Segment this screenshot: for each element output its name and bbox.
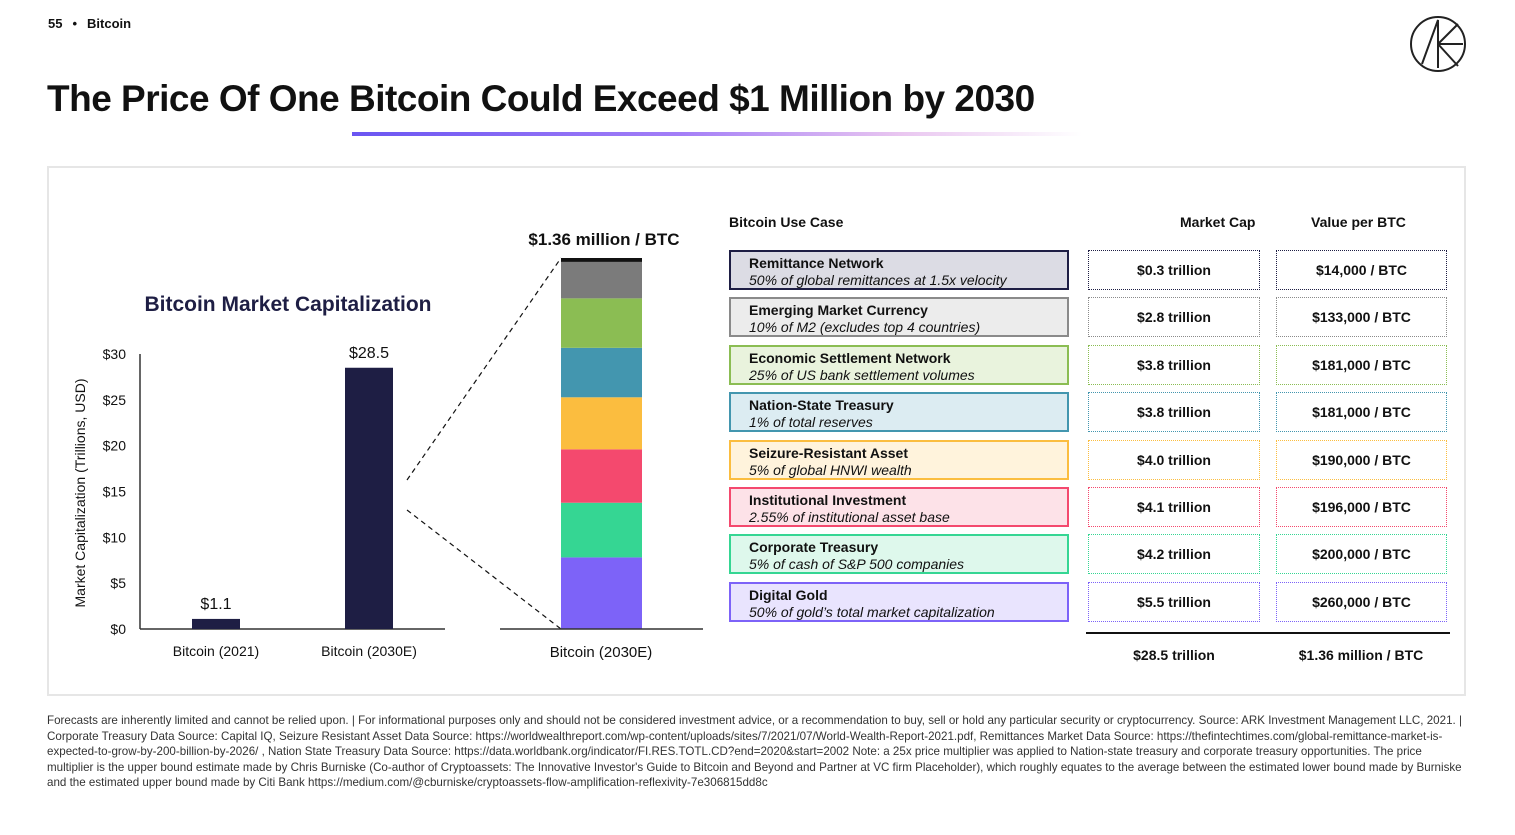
use-case-description: 5% of global HNWI wealth xyxy=(749,461,912,478)
bar xyxy=(192,618,240,629)
stack-segment xyxy=(561,449,642,503)
use-case-cell: Seizure-Resistant Asset 5% of global HNWI… xyxy=(729,439,1069,480)
value-per-btc-cell: $14,000 / BTC xyxy=(1276,250,1447,290)
market-cap-cell: $2.8 trillion xyxy=(1088,297,1260,338)
use-case-name: Nation-State Treasury xyxy=(749,397,894,414)
stack-segment xyxy=(561,502,642,558)
chart-title: Bitcoin Market Capitalization xyxy=(144,293,431,316)
page-title: The Price Of One Bitcoin Could Exceed $1… xyxy=(47,78,1035,119)
section-label: Bitcoin xyxy=(87,16,132,31)
y-tick-label: $25 xyxy=(103,392,127,408)
stack-segment xyxy=(561,261,642,299)
use-case-description: 25% of US bank settlement volumes xyxy=(749,366,975,383)
content-panel xyxy=(47,166,1466,696)
stack-segment xyxy=(561,298,642,348)
zoom-connector-line xyxy=(406,509,562,630)
use-case-cell: Nation-State Treasury 1% of total reserve… xyxy=(729,392,1069,433)
stack-segment xyxy=(561,258,642,262)
ark-logo-icon xyxy=(1410,16,1466,72)
x-tick-label: Bitcoin (2021) xyxy=(173,643,259,659)
y-tick-label: $10 xyxy=(103,529,127,545)
page-header: 55 • Bitcoin xyxy=(48,16,131,31)
market-cap-cell: $3.8 trillion xyxy=(1088,392,1260,433)
bar-value-label: $1.1 xyxy=(200,596,231,613)
total-market-cap: $28.5 trillion xyxy=(1133,647,1215,663)
title-underline xyxy=(352,132,1082,136)
use-case-description: 50% of gold’s total market capitalizatio… xyxy=(749,603,995,620)
use-case-description: 50% of global remittances at 1.5x veloci… xyxy=(749,272,1007,288)
market-cap-cell: $5.5 trillion xyxy=(1088,581,1260,622)
value-per-btc-cell: $181,000 / BTC xyxy=(1276,392,1447,433)
y-tick-label: $20 xyxy=(103,438,127,454)
use-case-cell: Institutional Investment 2.55% of institu… xyxy=(729,487,1069,527)
market-cap-cell: $0.3 trillion xyxy=(1088,250,1260,290)
table-header-value: Value per BTC xyxy=(1311,214,1406,230)
use-case-description: 1% of total reserves xyxy=(749,414,873,431)
table-header-market-cap: Market Cap xyxy=(1180,214,1256,230)
page-number: 55 xyxy=(48,16,63,31)
use-case-cell: Corporate Treasury 5% of cash of S&P 500 … xyxy=(729,534,1069,575)
use-case-description: 10% of M2 (excludes top 4 countries) xyxy=(749,319,981,336)
total-value-per-btc: $1.36 million / BTC xyxy=(1298,647,1424,663)
footer-disclaimer: Forecasts are inherently limited and can… xyxy=(47,714,1462,789)
value-per-btc-cell: $260,000 / BTC xyxy=(1276,581,1447,622)
market-cap-cell: $4.1 trillion xyxy=(1088,487,1260,527)
x-tick-label: Bitcoin (2030E) xyxy=(321,643,417,659)
value-per-btc-cell: $196,000 / BTC xyxy=(1276,487,1447,527)
bar xyxy=(345,367,393,629)
use-case-cell: Emerging Market Currency 10% of M2 (exclu… xyxy=(729,297,1069,338)
stack-segment xyxy=(561,557,642,629)
use-case-name: Economic Settlement Network xyxy=(749,349,951,366)
header-separator: • xyxy=(72,16,78,31)
use-case-name: Corporate Treasury xyxy=(749,539,879,556)
use-case-name: Seizure-Resistant Asset xyxy=(749,444,908,461)
stack-segment xyxy=(561,347,642,398)
value-per-btc-cell: $200,000 / BTC xyxy=(1276,534,1447,575)
market-cap-cell: $4.2 trillion xyxy=(1088,534,1260,575)
y-tick-label: $5 xyxy=(110,575,126,591)
use-case-name: Remittance Network xyxy=(749,255,884,271)
stack-segment xyxy=(561,397,642,450)
value-per-btc-cell: $181,000 / BTC xyxy=(1276,344,1447,385)
value-per-btc-cell: $190,000 / BTC xyxy=(1276,439,1447,480)
y-tick-label: $0 xyxy=(110,621,126,637)
total-divider xyxy=(1086,632,1450,634)
use-case-cell: Remittance Network 50% of global remittan… xyxy=(729,250,1069,290)
y-tick-label: $15 xyxy=(103,484,127,500)
use-case-description: 5% of cash of S&P 500 companies xyxy=(749,556,965,573)
stacked-x-tick-label: Bitcoin (2030E) xyxy=(550,644,653,661)
use-case-cell: Digital Gold 50% of gold’s total market c… xyxy=(729,581,1069,622)
bar-value-label: $28.5 xyxy=(349,345,389,362)
y-tick-label: $30 xyxy=(103,346,127,362)
use-case-name: Emerging Market Currency xyxy=(749,302,928,319)
stacked-chart-title: $1.36 million / BTC xyxy=(528,230,679,249)
use-case-name: Digital Gold xyxy=(749,586,828,603)
market-cap-cell: $3.8 trillion xyxy=(1088,344,1260,385)
market-cap-cell: $4.0 trillion xyxy=(1088,439,1260,480)
use-case-description: 2.55% of institutional asset base xyxy=(749,509,950,525)
zoom-connector-line xyxy=(406,257,562,481)
table-header-use-case: Bitcoin Use Case xyxy=(729,214,844,230)
value-per-btc-cell: $133,000 / BTC xyxy=(1276,297,1447,338)
y-axis-label: Market Capitalization (Trillions, USD) xyxy=(72,378,88,608)
use-case-cell: Economic Settlement Network 25% of US ban… xyxy=(729,344,1069,385)
use-case-name: Institutional Investment xyxy=(749,492,907,508)
